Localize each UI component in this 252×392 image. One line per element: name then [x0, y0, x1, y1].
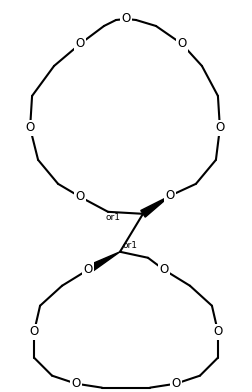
Text: O: O [213, 325, 223, 338]
Text: O: O [165, 189, 175, 202]
Text: O: O [159, 263, 169, 276]
Polygon shape [86, 252, 120, 273]
Text: O: O [171, 377, 181, 390]
Text: O: O [25, 122, 35, 134]
Text: O: O [121, 13, 131, 25]
Text: O: O [215, 122, 225, 134]
Text: O: O [75, 38, 85, 51]
Text: O: O [177, 38, 186, 51]
Text: or1: or1 [105, 213, 120, 222]
Polygon shape [141, 196, 170, 217]
Text: or1: or1 [122, 241, 137, 250]
Text: O: O [71, 377, 81, 390]
Text: O: O [29, 325, 39, 338]
Text: O: O [83, 263, 93, 276]
Text: O: O [75, 191, 85, 203]
